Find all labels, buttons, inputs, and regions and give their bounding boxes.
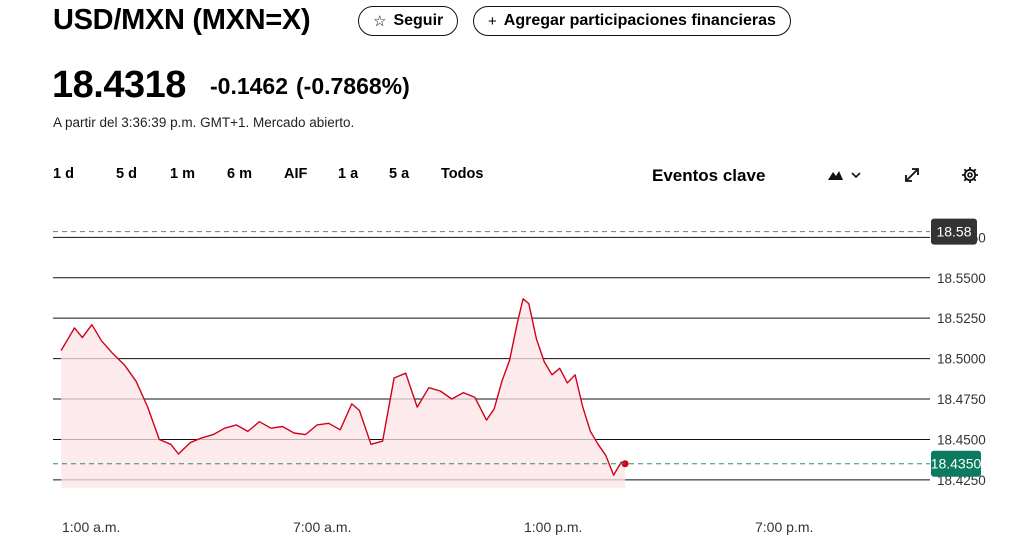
last-point	[621, 460, 629, 468]
price-chart[interactable]: 18.425018.450018.475018.500018.525018.55…	[0, 195, 1024, 550]
settings-button[interactable]	[961, 166, 979, 189]
high-price-badge	[931, 218, 977, 245]
tab-5y[interactable]: 5 a	[389, 166, 410, 182]
quote-timestamp: A partir del 3:36:39 p.m. GMT+1. Mercado…	[53, 115, 355, 130]
tab-5d[interactable]: 5 d	[116, 166, 137, 182]
y-tick-label: 18.5250	[937, 311, 986, 326]
tab-1y[interactable]: 1 a	[338, 166, 359, 182]
x-tick-label: 1:00 p.m.	[524, 519, 582, 535]
series-area	[61, 298, 626, 488]
follow-button[interactable]: ☆ Seguir	[358, 6, 459, 36]
chart-type-button[interactable]	[826, 166, 864, 189]
current-price: 18.4318	[52, 64, 186, 106]
tab-6m[interactable]: 6 m	[227, 166, 252, 182]
chevron-down-icon	[851, 172, 861, 179]
tab-all[interactable]: Todos	[441, 166, 484, 182]
high-price-badge-label: 18.58	[936, 224, 971, 240]
y-tick-label: 18.4750	[937, 392, 986, 407]
current-price-badge-label: 18.4350	[931, 456, 982, 472]
series-line	[60, 298, 626, 476]
page-title: USD/MXN (MXN=X)	[53, 4, 311, 36]
add-holdings-button[interactable]: + Agregar participaciones financieras	[473, 6, 791, 36]
star-icon: ☆	[373, 13, 387, 30]
plus-icon: +	[488, 12, 497, 30]
expand-icon	[905, 168, 919, 182]
x-tick-label: 7:00 a.m.	[293, 519, 351, 535]
current-price-badge	[931, 450, 981, 477]
change-value: -0.1462	[210, 73, 289, 99]
tab-1m[interactable]: 1 m	[170, 166, 195, 182]
fullscreen-button[interactable]	[903, 166, 921, 189]
add-holdings-label: Agregar participaciones financieras	[503, 12, 776, 29]
price-change: -0.1462 (-0.7868%)	[210, 73, 418, 100]
x-tick-label: 7:00 p.m.	[755, 519, 813, 535]
range-tabs: 1 d 5 d 1 m 6 m AIF 1 a 5 a Todos	[53, 166, 483, 182]
gear-icon	[962, 167, 978, 183]
x-tick-label: 1:00 a.m.	[62, 519, 120, 535]
y-tick-label: 18.5500	[937, 271, 986, 286]
y-tick-label: 18.4500	[937, 432, 986, 447]
mountain-chart-icon	[828, 171, 861, 180]
tab-1d[interactable]: 1 d	[53, 166, 74, 182]
follow-label: Seguir	[393, 12, 444, 29]
key-events-button[interactable]: Eventos clave	[652, 166, 766, 185]
change-percent: (-0.7868%)	[296, 73, 410, 99]
y-tick-label: 18.5000	[937, 352, 986, 367]
tab-ytd[interactable]: AIF	[284, 166, 308, 182]
